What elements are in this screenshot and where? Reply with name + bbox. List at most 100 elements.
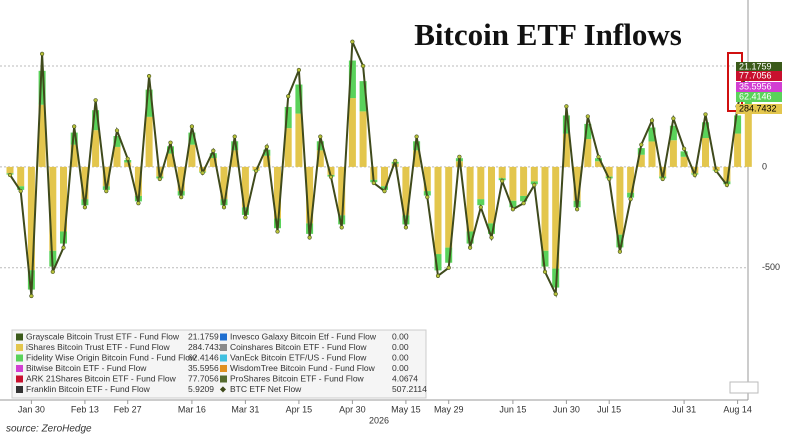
net-flow-marker [478, 205, 483, 210]
legend-label: BTC ETF Net Flow [230, 384, 302, 394]
bar-segment [306, 166, 314, 224]
bar-segment [434, 254, 442, 271]
bar-segment [17, 166, 25, 187]
net-flow-marker [542, 269, 548, 274]
net-flow-marker [318, 134, 323, 139]
net-flow-marker [382, 188, 387, 194]
legend-label: iShares Bitcoin Trust ETF - Fund Flow [26, 342, 170, 352]
bar-segment [6, 166, 14, 174]
x-tick-label: Jun 30 [553, 404, 580, 414]
net-flow-marker [724, 182, 730, 188]
bar-segment [102, 166, 110, 187]
legend-swatch [16, 354, 23, 362]
legend-swatch [220, 333, 227, 341]
net-flow-marker [104, 188, 109, 194]
bar-segment [584, 123, 592, 140]
bar-segment [284, 128, 292, 167]
bar-segment [520, 195, 528, 202]
legend-value: 5.9209 [188, 384, 214, 394]
bar-segment [348, 98, 356, 167]
net-flow-marker [136, 201, 141, 206]
bar-segment [134, 166, 142, 196]
bar-segment [70, 144, 78, 167]
bar-segment [316, 150, 324, 167]
zoom-button[interactable] [729, 381, 759, 394]
legend-swatch [220, 365, 227, 372]
net-flow-marker [147, 73, 152, 79]
net-flow-marker [286, 94, 291, 99]
net-flow-marker [125, 156, 130, 161]
bar-segment [488, 166, 495, 224]
net-flow-marker [39, 51, 45, 56]
net-flow-marker [457, 154, 462, 159]
bar-segment [60, 166, 67, 232]
net-flow-marker [275, 229, 280, 234]
legend-swatch [220, 375, 227, 383]
bar-segment [530, 166, 538, 182]
bar-segment [145, 116, 153, 167]
net-flow-marker [82, 205, 87, 210]
bar-segment [209, 158, 217, 167]
legend-label: WisdomTree Bitcoin Fund - Fund Flow [230, 363, 376, 373]
bar-segment [562, 115, 570, 134]
bar-segment [530, 181, 538, 185]
value-tag [736, 104, 782, 114]
bar-segment [509, 166, 517, 201]
bar-segment [113, 146, 121, 167]
bar-segment [188, 132, 196, 145]
net-flow-marker [189, 124, 194, 129]
y-tick-label: 0 [762, 161, 767, 171]
net-flow-marker [607, 176, 612, 182]
bar-segment [669, 125, 677, 141]
net-flow-marker [585, 114, 590, 119]
net-flow-marker [639, 142, 644, 147]
legend-swatch [16, 333, 23, 341]
bar-segment [573, 166, 581, 201]
value-tag [736, 92, 782, 102]
net-flow-marker [350, 39, 355, 44]
net-flow-marker [510, 207, 516, 212]
bar-segment [445, 166, 453, 248]
bar-segment [605, 166, 613, 177]
x-tick-label: Apr 15 [286, 404, 313, 414]
chart-title: Bitcoin ETF Inflows [414, 17, 682, 52]
net-flow-marker [211, 148, 216, 153]
bar-segment [27, 166, 35, 271]
legend-value: 21.1759 [188, 331, 219, 341]
net-flow-marker [200, 170, 205, 176]
net-flow-marker [371, 180, 376, 186]
net-flow-marker [50, 269, 55, 274]
legend-swatch [220, 354, 227, 362]
bar-segment [38, 70, 46, 105]
value-tag [736, 82, 782, 92]
legend-swatch [16, 386, 23, 393]
legend-label: Grayscale Bitcoin Trust ETF - Fund Flow [26, 331, 180, 341]
net-flow-marker [157, 176, 162, 182]
bar-segment [616, 166, 624, 235]
bar-segment [595, 161, 602, 167]
source: source: ZeroHedge [6, 424, 92, 435]
net-flow-marker [425, 195, 430, 200]
legend-label: Fidelity Wise Origin Bitcoin Fund - Fund… [26, 352, 197, 362]
legend-value: 35.5956 [188, 363, 219, 373]
legend-swatch [16, 365, 23, 372]
net-flow-marker [339, 225, 344, 230]
bar-segment [680, 156, 688, 167]
bar-segment [659, 166, 667, 177]
bar-segment [359, 81, 367, 112]
bar-segment [402, 166, 410, 216]
x-tick-label: May 29 [434, 404, 464, 414]
net-flow-marker [254, 168, 259, 174]
legend-label: Bitwise Bitcoin ETF - Fund Flow [26, 363, 147, 373]
net-flow-marker [361, 63, 366, 69]
value-tag-label: 284.7432 [739, 103, 777, 113]
bar-segment [113, 136, 121, 147]
bar-segment [413, 150, 421, 167]
bar-segment [284, 106, 292, 129]
net-flow-marker [114, 128, 120, 133]
net-flow-marker [489, 235, 494, 240]
x-tick-label: Feb 13 [71, 404, 99, 414]
value-tag-label: 35.5956 [739, 81, 772, 91]
value-tag-label: 62.4146 [739, 91, 772, 101]
